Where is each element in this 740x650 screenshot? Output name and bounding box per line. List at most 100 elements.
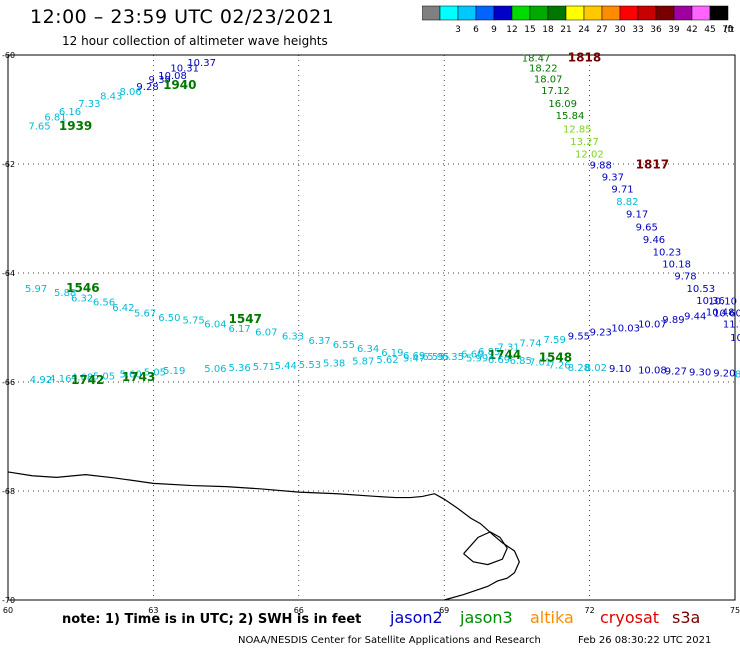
wave-height-value: 5.67 [134,309,156,320]
wave-height-value: 10.08 [638,365,667,376]
footer-note: note: 1) Time is in UTC; 2) SWH is in fe… [62,612,362,627]
wave-height-value: 13.27 [570,137,599,148]
wave-height-value: 9.46 [643,235,665,246]
wave-height-value: 9.20 [713,369,735,380]
colorbar-tick-label: 70 [722,25,734,35]
wave-height-value: 9.55 [568,331,590,342]
colorbar-tick-label: 15 [524,25,535,35]
longitude-tick-label: 72 [585,606,595,615]
wave-height-value: 6.81 [44,112,66,123]
wave-height-value: 5.87 [352,357,374,368]
wave-height-value: 5.75 [182,316,204,327]
wave-height-value: 8.90 [735,370,740,381]
footer-timestamp: Feb 26 08:30:22 UTC 2021 [578,635,712,646]
wave-height-value: 4.92 [30,375,52,386]
wave-height-value: 7.65 [28,122,50,133]
antarctic-coastline [7,471,520,601]
colorbar-tick-label: 39 [668,25,680,35]
longitude-tick-label: 75 [730,606,740,615]
colorbar-tick-label: 24 [578,25,590,35]
pass-time-label: 1546 [66,281,99,295]
wave-height-value: 6.69 [403,351,425,362]
colorbar-tick-label: 33 [632,25,643,35]
wave-height-value: 9.17 [626,209,648,220]
wave-height-value: 5.05 [93,371,115,382]
pass-time-label: 1742 [71,373,104,387]
wave-height-value: 5.88 [54,288,76,299]
wave-height-value: 5.53 [299,360,321,371]
wave-height-value: 9.37 [602,172,624,183]
wave-height-value: 6.35 [442,352,464,363]
wave-height-value: 5.97 [25,284,47,295]
page-title: 12:00 – 23:59 UTC 02/23/2021 [30,6,335,28]
latitude-tick-label: -64 [2,269,15,278]
wave-height-value: 5.44 [275,361,297,372]
wave-height-value: 8.43 [100,92,122,103]
wave-height-value: 5.95 [427,352,449,363]
wave-height-value: 9.78 [674,272,696,283]
wave-height-value: 6.37 [308,336,330,347]
wave-height-value: 15.84 [556,111,585,122]
pass-time-label: 1744 [488,348,521,362]
page-subtitle: 12 hour collection of altimeter wave hei… [62,34,328,48]
colorbar-unit-label: (ft) [724,25,734,35]
colorbar-tick-label: 42 [686,25,697,35]
wave-height-value: 9.39 [149,75,171,86]
colorbar-tick-label: 12 [506,25,517,35]
wave-height-value: 10.08 [158,71,187,82]
wave-height-value: 6.42 [112,303,134,314]
colorbar-tick-label: 6 [473,25,479,35]
footer-credit: NOAA/NESDIS Center for Satellite Applica… [238,635,541,646]
colorbar-bin [709,5,729,21]
pass-time-label: 1817 [636,157,669,171]
wave-height-value: 9.10 [609,364,631,375]
wave-height-value: 5.71 [253,362,275,373]
wave-height-value: 6.85 [478,347,500,358]
wave-height-value: 10.18 [662,260,691,271]
wave-height-value: 10.03 [611,323,640,334]
pass-time-label: 1548 [539,350,572,364]
wave-height-value: 5.05 [144,367,166,378]
wave-height-value: 9.89 [662,315,684,326]
colorbar-tick-label: 45 [704,25,715,35]
satellite-legend-cryosat: cryosat [600,608,660,627]
wave-height-value: 18.47 [522,54,551,65]
wave-height-value: 6.50 [158,313,180,324]
longitude-tick-label: 60 [3,606,13,615]
colorbar-tick-label: 9 [491,25,497,35]
wave-height-value: 5.99 [466,353,488,364]
wave-height-value: 18.07 [534,74,563,85]
wave-height-value: 12.02 [575,149,604,160]
wave-height-value: 6.32 [71,293,93,304]
latitude-tick-label: -60 [2,51,15,60]
wave-height-value: 10.36 [696,296,725,307]
wave-height-value: 6.69 [488,355,510,366]
colorbar-tick-label: 3 [455,25,461,35]
wave-height-value: 6.60 [461,349,483,360]
wave-height-value: 6.55 [422,352,444,363]
wave-height-value: 9.23 [590,328,612,339]
pass-time-label: 1743 [122,370,155,384]
wave-height-value: 4.16 [49,374,71,385]
wave-height-value: 10.48 [706,308,735,319]
wave-height-value: 10.10 [708,297,737,308]
longitude-tick-label: 69 [439,606,449,615]
colorbar-tick-label: 21 [560,25,571,35]
wave-height-value: 10.37 [187,58,216,69]
wave-height-value: 7.01 [529,358,551,369]
wave-height-value: 8.06 [119,87,141,98]
wave-height-value: 6.16 [59,107,81,118]
wave-height-value: 8.02 [585,363,607,374]
wave-height-value: 10.07 [638,320,667,331]
wave-height-value: 7.31 [498,342,520,353]
wave-height-value: 4.68 [71,372,93,383]
wave-height-value: 6.56 [93,298,115,309]
wave-height-value: 8.28 [568,363,590,374]
satellite-legend-jason2: jason2 [390,608,443,627]
pass-time-label: 1939 [59,119,92,133]
wave-height-value: 6.04 [204,320,226,331]
wave-height-value: 9.27 [665,366,687,377]
